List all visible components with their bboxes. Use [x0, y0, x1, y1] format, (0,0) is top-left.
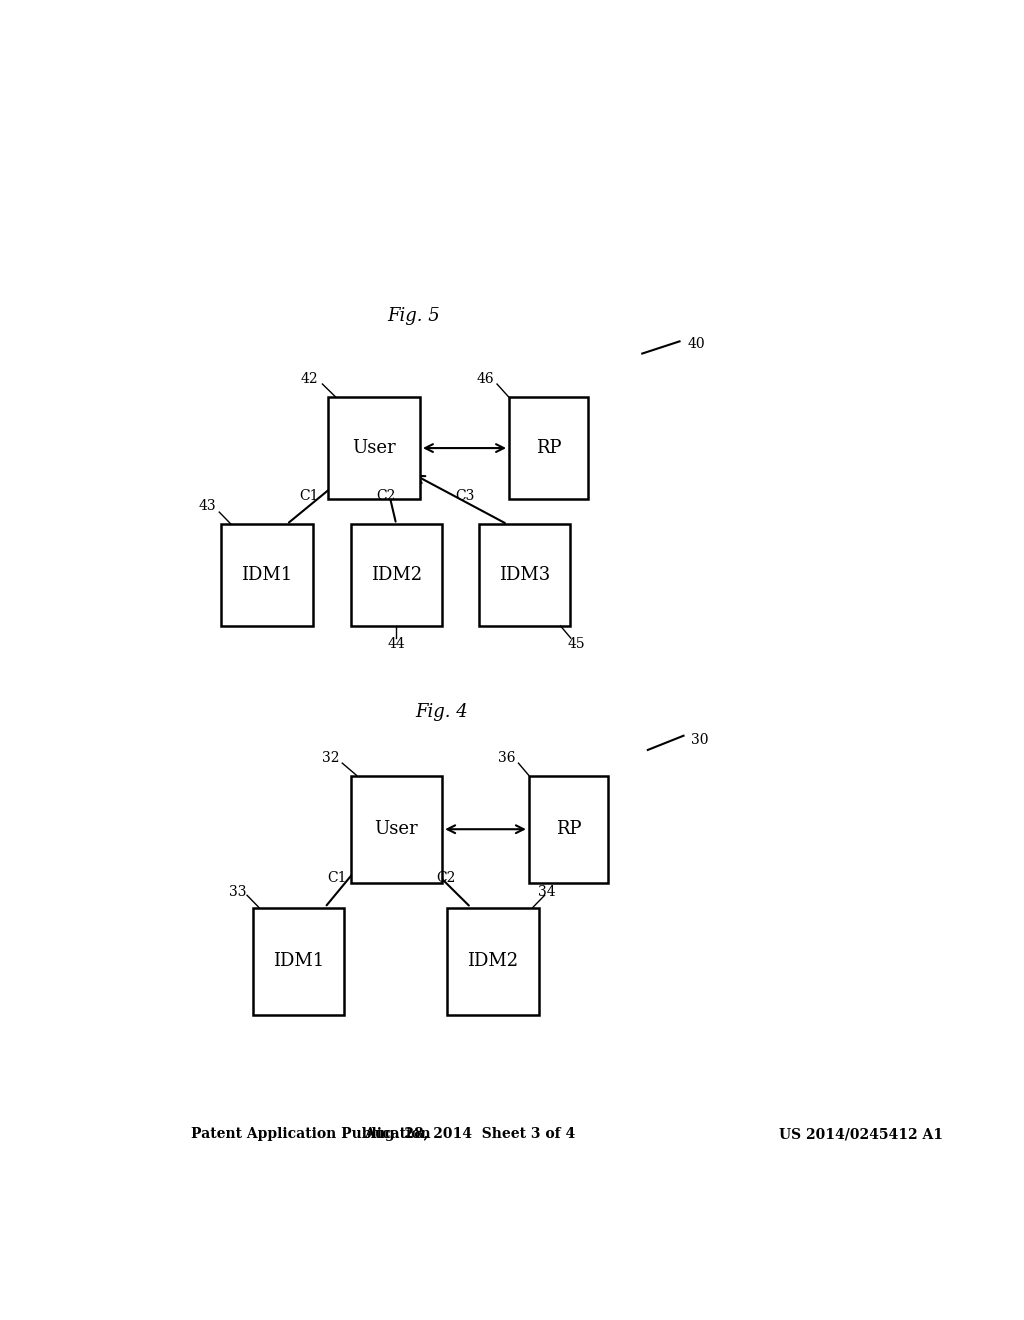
Text: 32: 32: [322, 751, 339, 766]
Bar: [221, 524, 312, 626]
Text: RP: RP: [536, 440, 561, 457]
Bar: [350, 524, 442, 626]
Text: Patent Application Publication: Patent Application Publication: [191, 1127, 431, 1142]
Text: 36: 36: [498, 751, 515, 766]
Bar: [509, 397, 589, 499]
Text: C2: C2: [436, 871, 455, 884]
Text: User: User: [375, 820, 418, 838]
Text: C2: C2: [376, 488, 395, 503]
Text: IDM1: IDM1: [273, 952, 325, 970]
Bar: [447, 908, 539, 1015]
Text: Aug. 28, 2014  Sheet 3 of 4: Aug. 28, 2014 Sheet 3 of 4: [364, 1127, 574, 1142]
Text: 44: 44: [387, 638, 406, 651]
Bar: [253, 908, 344, 1015]
Bar: [350, 776, 442, 883]
Text: IDM3: IDM3: [499, 566, 551, 585]
Text: RP: RP: [556, 820, 582, 838]
Bar: [479, 524, 570, 626]
Text: 34: 34: [539, 886, 556, 899]
Text: 46: 46: [476, 372, 494, 385]
Text: IDM2: IDM2: [371, 566, 422, 585]
Text: C3: C3: [456, 488, 475, 503]
Text: IDM2: IDM2: [468, 952, 518, 970]
Text: Fig. 5: Fig. 5: [387, 308, 440, 325]
Text: Fig. 4: Fig. 4: [415, 704, 468, 721]
Text: 40: 40: [687, 338, 706, 351]
Text: C1: C1: [327, 871, 346, 884]
Bar: [329, 397, 420, 499]
Text: C1: C1: [299, 488, 318, 503]
Text: 45: 45: [567, 638, 585, 651]
Text: User: User: [352, 440, 396, 457]
Text: US 2014/0245412 A1: US 2014/0245412 A1: [778, 1127, 943, 1142]
Bar: [528, 776, 608, 883]
Text: IDM1: IDM1: [242, 566, 293, 585]
Text: 30: 30: [691, 733, 709, 747]
Text: 42: 42: [300, 372, 317, 385]
Text: 43: 43: [199, 499, 216, 513]
Text: 33: 33: [228, 886, 246, 899]
